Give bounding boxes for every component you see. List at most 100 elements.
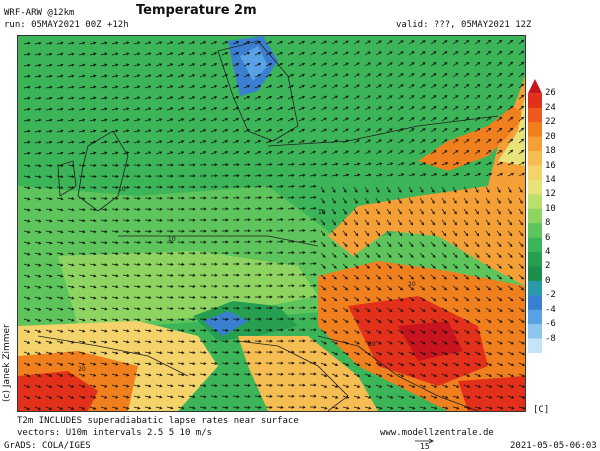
wind-arrow — [452, 139, 459, 144]
wind-arrow — [188, 74, 196, 78]
wind-arrow — [100, 406, 108, 410]
wind-arrow — [320, 208, 325, 215]
wind-arrow — [243, 118, 251, 122]
wind-arrow — [452, 362, 460, 367]
wind-arrow — [243, 383, 251, 387]
wind-arrow — [166, 74, 174, 78]
wind-arrow — [243, 163, 251, 167]
wind-arrow — [111, 362, 119, 366]
wind-arrow — [485, 39, 492, 45]
wind-arrow — [166, 85, 174, 89]
wind-arrow — [34, 52, 42, 56]
wind-arrow — [408, 263, 414, 269]
wind-arrow — [430, 51, 437, 56]
unit-label: [C] — [533, 405, 550, 415]
wind-arrow — [276, 196, 284, 199]
wind-arrow — [474, 219, 480, 226]
wind-arrow — [166, 63, 174, 67]
wind-arrow — [221, 350, 229, 354]
wind-arrow — [155, 307, 163, 311]
wind-arrow — [23, 219, 31, 223]
wind-arrow — [266, 306, 273, 310]
wind-arrow — [463, 208, 468, 215]
wind-arrow — [155, 85, 163, 89]
wind-arrow — [243, 406, 251, 410]
wind-arrow — [331, 307, 338, 312]
wind-arrow — [364, 252, 370, 258]
wind-arrow — [342, 241, 348, 248]
wind-arrow — [100, 129, 108, 133]
model-label: WRF-ARW @12km — [4, 8, 75, 18]
wind-arrow — [518, 127, 525, 133]
wind-arrow — [397, 351, 405, 356]
wind-arrow — [100, 63, 108, 67]
wind-arrow — [67, 140, 75, 144]
wind-arrow — [199, 107, 207, 111]
wind-arrow — [430, 186, 435, 193]
wind-arrow — [122, 218, 130, 222]
wind-arrow — [287, 295, 295, 299]
wind-arrow — [441, 241, 447, 248]
wind-arrow — [507, 39, 514, 45]
wind-arrow — [111, 74, 119, 78]
wind-arrow — [287, 262, 295, 266]
wind-arrow — [298, 229, 306, 232]
wind-arrow — [276, 405, 284, 409]
wind-arrow — [34, 384, 42, 388]
wind-arrow — [364, 384, 372, 388]
wind-arrow — [518, 219, 524, 226]
wind-arrow — [265, 73, 273, 78]
wind-arrow — [507, 373, 515, 377]
wind-arrow — [518, 105, 525, 111]
wind-arrow — [254, 394, 262, 398]
wind-arrow — [276, 306, 284, 310]
wind-arrow — [518, 39, 525, 45]
wind-arrow — [155, 384, 163, 388]
wind-arrow — [287, 284, 295, 288]
wind-arrow — [507, 72, 514, 78]
wind-arrow — [518, 161, 525, 166]
wind-arrow — [331, 62, 338, 67]
wind-arrow — [496, 241, 502, 248]
wind-arrow — [133, 218, 141, 222]
wind-arrow — [309, 361, 317, 365]
wind-arrow — [397, 62, 404, 67]
wind-arrow — [122, 74, 130, 78]
wind-arrow — [199, 340, 207, 343]
wind-arrow — [34, 85, 42, 89]
wind-arrow — [221, 406, 229, 410]
wind-arrow — [254, 306, 262, 310]
wind-arrow — [485, 395, 493, 399]
wind-arrow — [342, 40, 349, 45]
wind-arrow — [144, 285, 152, 289]
wind-arrow — [45, 230, 53, 234]
wind-arrow — [221, 52, 229, 56]
wind-arrow — [56, 197, 64, 201]
wind-arrow — [45, 164, 53, 168]
wind-arrow — [309, 217, 317, 221]
wind-arrow — [353, 318, 360, 323]
wind-arrow — [243, 229, 251, 233]
wind-arrow — [419, 197, 424, 204]
wind-arrow — [485, 329, 492, 334]
wind-arrow — [166, 218, 174, 222]
wind-arrow — [496, 50, 503, 56]
wind-arrow — [386, 296, 393, 302]
wind-arrow — [309, 117, 316, 122]
wind-arrow — [386, 150, 393, 155]
wind-arrow — [34, 362, 42, 366]
wind-arrow — [463, 263, 469, 269]
wind-arrow — [254, 63, 262, 67]
wind-arrow — [254, 273, 262, 277]
wind-arrow — [89, 395, 97, 399]
wind-arrow — [133, 196, 141, 200]
wind-arrow — [199, 163, 207, 167]
wind-arrow — [254, 317, 262, 321]
colorbar-tick-label: 0 — [545, 275, 551, 286]
wind-arrow — [56, 129, 64, 133]
wind-arrow — [265, 62, 273, 67]
wind-arrow — [188, 96, 196, 100]
wind-arrow — [298, 40, 306, 45]
wind-arrow — [199, 273, 207, 277]
wind-arrow — [287, 240, 295, 244]
